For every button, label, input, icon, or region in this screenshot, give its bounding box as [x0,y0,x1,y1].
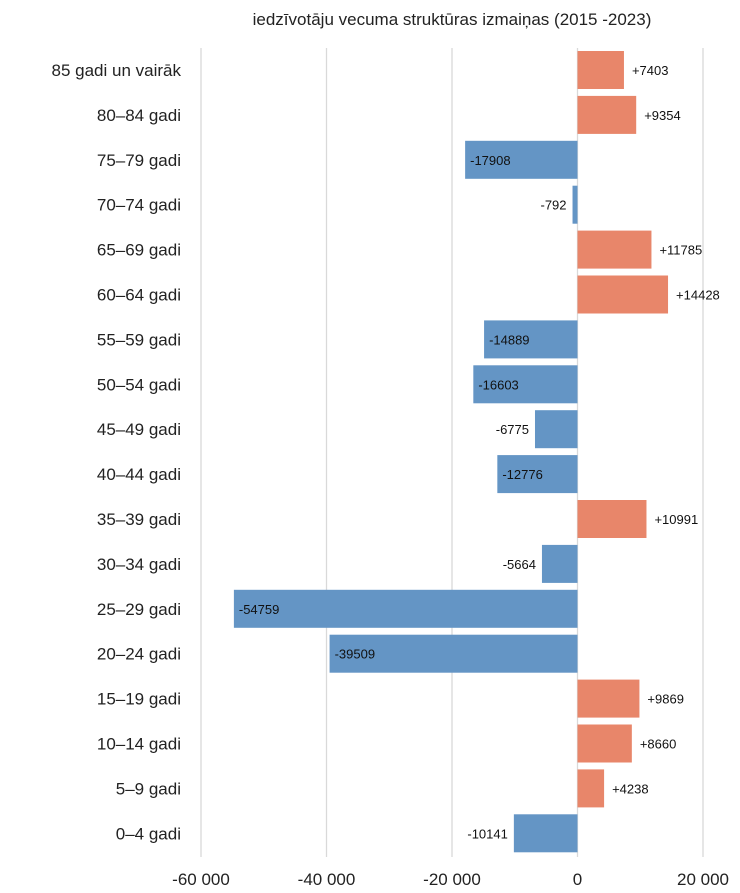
data-labels: +7403 +9354 -17908 -792 +11785 +14428 -14889 -1… [239,63,720,841]
category-label: 65–69 gadi [97,241,181,260]
data-label: -12776 [502,467,542,482]
data-label: -792 [540,198,566,213]
bar [473,365,578,404]
x-tick-label: -60 000 [172,870,230,889]
gridlines [200,48,704,857]
data-label: -5664 [503,557,536,572]
data-label: +8660 [640,737,677,752]
data-label: -39509 [335,647,375,662]
category-label: 0–4 gadi [116,824,181,843]
category-label: 80–84 gadi [97,106,181,125]
bar [577,51,624,89]
bar [577,95,637,134]
bar [465,140,578,179]
bar [484,320,578,359]
category-label: 25–29 gadi [97,600,181,619]
bar [513,814,578,853]
x-tick-label: 0 [573,870,582,889]
bar [577,769,605,808]
data-label: -14889 [489,332,529,347]
category-label: 70–74 gadi [97,196,181,215]
bar [541,544,578,583]
data-label: +4238 [612,781,649,796]
category-label: 15–19 gadi [97,690,181,709]
category-label: 35–39 gadi [97,510,181,529]
data-label: +9354 [644,108,681,123]
category-label: 20–24 gadi [97,645,181,664]
category-label: 45–49 gadi [97,420,181,439]
bar [577,230,652,269]
x-tick-label: -20 000 [423,870,481,889]
category-label: 85 gadi un vairāk [52,61,182,80]
category-label: 30–34 gadi [97,555,181,574]
bar [572,185,578,224]
chart-title: iedzīvotāju vecuma struktūras izmaiņas (… [253,10,652,29]
category-label: 75–79 gadi [97,151,181,170]
bar [233,589,578,628]
bar [577,500,647,538]
data-label: +11785 [659,243,702,258]
category-label: 5–9 gadi [116,779,181,798]
x-axis-tick-labels: -60 000 -40 000 -20 000 0 20 000 [172,870,729,889]
category-label: 40–44 gadi [97,465,181,484]
data-label: -16603 [478,377,518,392]
data-label: -6775 [496,422,529,437]
x-tick-label: -40 000 [298,870,356,889]
bar [329,634,578,673]
category-label: 50–54 gadi [97,375,181,394]
category-labels: 85 gadi un vairāk 80–84 gadi 75–79 gadi 70–… [52,61,182,843]
bars [233,51,669,853]
category-label: 60–64 gadi [97,286,181,305]
data-label: +9869 [647,692,684,707]
bar [534,410,578,449]
x-tick-label: 20 000 [677,870,729,889]
data-label: -10141 [467,826,507,841]
bar [577,724,632,763]
data-label: -54759 [239,602,279,617]
data-label: -17908 [470,153,510,168]
data-label: +14428 [676,288,720,303]
bar [577,275,669,314]
data-label: +7403 [632,63,669,78]
data-label: +10991 [654,512,698,527]
bar [497,455,578,494]
category-label: 10–14 gadi [97,735,181,754]
bar [577,679,640,718]
category-label: 55–59 gadi [97,330,181,349]
